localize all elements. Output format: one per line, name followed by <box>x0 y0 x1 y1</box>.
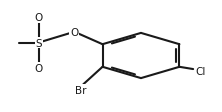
Text: O: O <box>35 13 43 23</box>
Text: S: S <box>36 38 42 48</box>
Text: O: O <box>70 28 79 37</box>
Text: O: O <box>35 63 43 73</box>
Text: Br: Br <box>75 85 87 95</box>
Text: Cl: Cl <box>195 67 206 77</box>
